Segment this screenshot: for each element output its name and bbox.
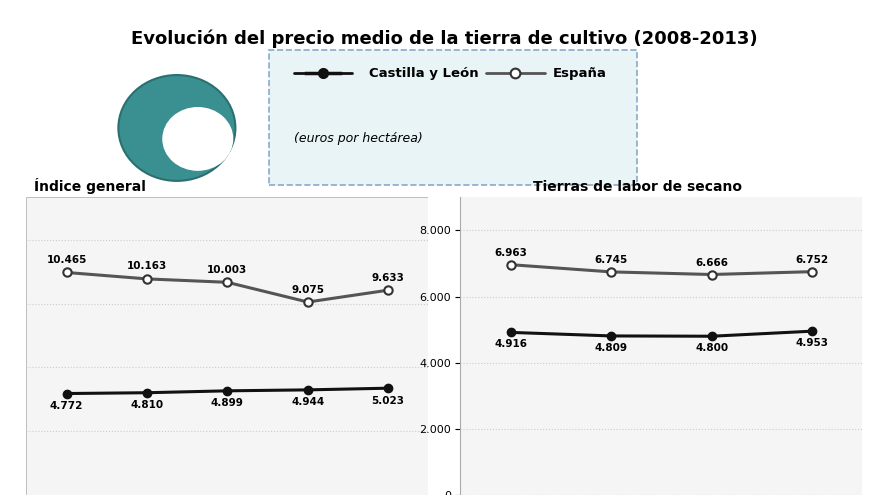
Text: (euros por hectárea): (euros por hectárea): [294, 133, 422, 146]
Text: 6.745: 6.745: [595, 255, 627, 265]
Text: 5.023: 5.023: [371, 396, 405, 405]
Text: Evolución del precio medio de la tierra de cultivo (2008-2013): Evolución del precio medio de la tierra …: [131, 29, 758, 48]
Text: 4.809: 4.809: [595, 343, 627, 352]
Text: 4.944: 4.944: [291, 397, 325, 407]
Text: 6.963: 6.963: [495, 248, 527, 258]
Text: Índice general: Índice general: [34, 178, 146, 195]
Text: 4.899: 4.899: [211, 398, 244, 408]
Text: 6.666: 6.666: [695, 258, 728, 268]
Text: 4.772: 4.772: [50, 401, 84, 411]
Text: 10.003: 10.003: [207, 265, 247, 275]
Text: España: España: [554, 67, 607, 80]
Text: Castilla y León: Castilla y León: [370, 67, 479, 80]
Text: 9.633: 9.633: [371, 273, 405, 283]
Text: 9.075: 9.075: [291, 285, 324, 295]
FancyBboxPatch shape: [269, 50, 637, 185]
Text: 6.752: 6.752: [796, 255, 829, 265]
Ellipse shape: [118, 75, 236, 181]
Text: 4.810: 4.810: [130, 400, 164, 410]
Text: 4.953: 4.953: [796, 338, 829, 348]
Text: 10.163: 10.163: [127, 261, 167, 271]
Text: 10.465: 10.465: [47, 255, 87, 265]
Text: Tierras de labor de secano: Tierras de labor de secano: [532, 180, 742, 195]
Ellipse shape: [162, 107, 233, 171]
Text: 4.916: 4.916: [495, 339, 527, 349]
Text: 4.800: 4.800: [695, 343, 729, 353]
